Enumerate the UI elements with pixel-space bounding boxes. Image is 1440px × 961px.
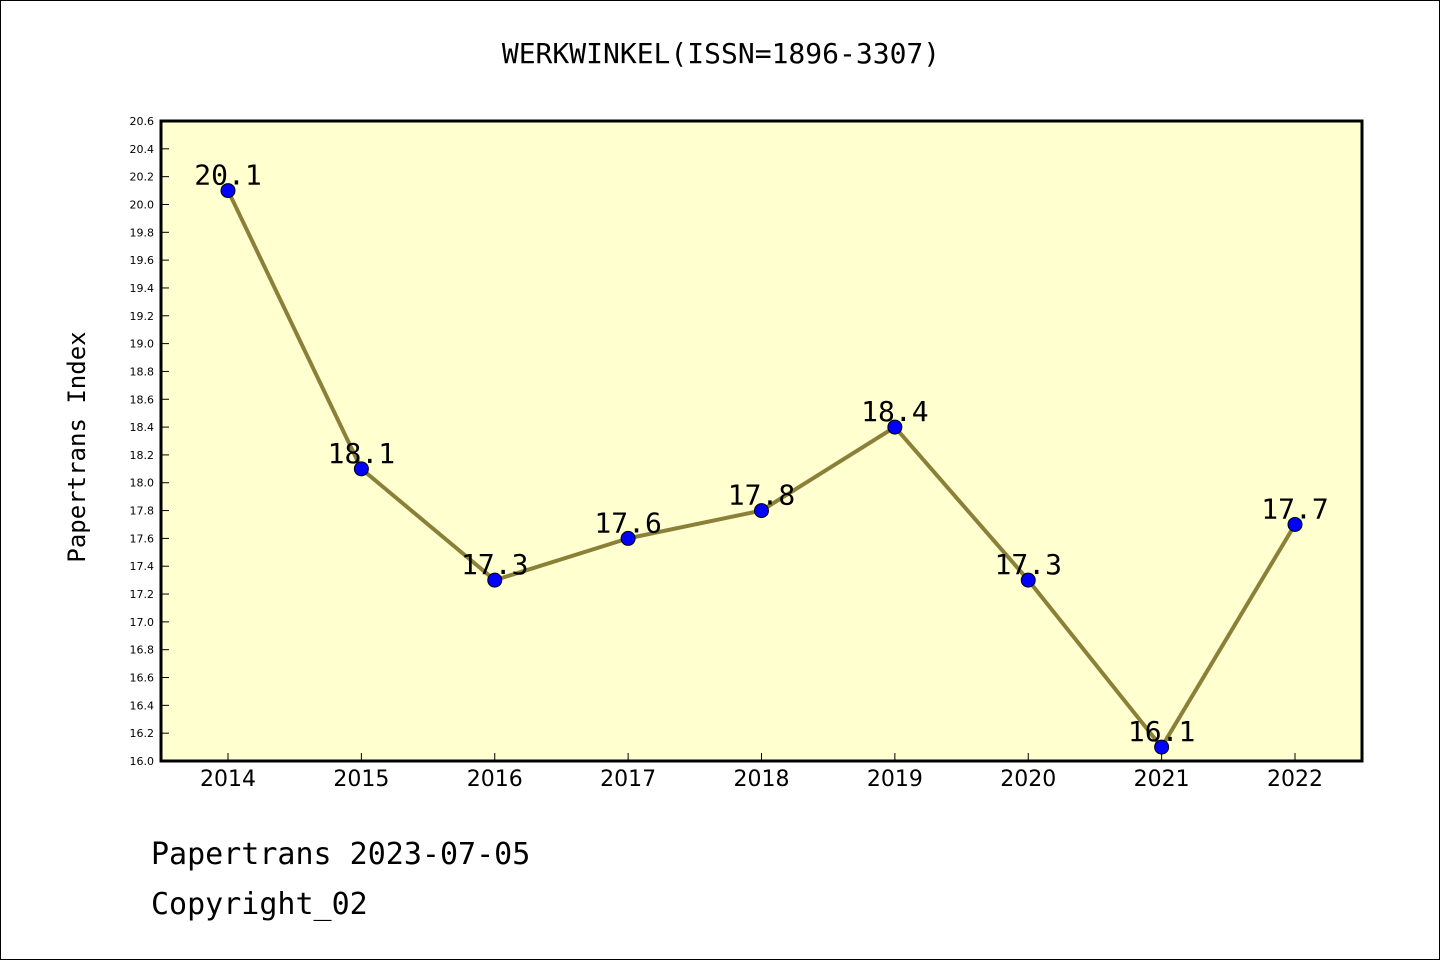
x-tick-label: 2021 xyxy=(1134,767,1190,792)
data-point xyxy=(1020,572,1036,588)
y-tick-label: 18.4 xyxy=(130,421,155,434)
x-tick-label: 2018 xyxy=(734,767,790,792)
y-tick-label: 18.2 xyxy=(130,449,155,462)
data-label: 18.4 xyxy=(861,395,928,428)
data-label: 17.7 xyxy=(1261,492,1328,525)
y-tick-label: 20.6 xyxy=(130,115,155,128)
data-label: 17.3 xyxy=(461,548,528,581)
plot-frame xyxy=(159,119,1364,763)
y-tick-label: 19.2 xyxy=(130,310,155,323)
y-tick-label: 16.6 xyxy=(130,672,155,685)
data-point xyxy=(487,572,503,588)
data-point xyxy=(1287,516,1303,532)
data-point xyxy=(754,503,769,519)
x-axis: 2014 2015 2016 2017 2018 2019 2020 2021 2022 xyxy=(200,753,1323,792)
x-tick-label: 2016 xyxy=(467,767,523,792)
y-tick-label: 17.4 xyxy=(130,560,155,573)
data-label: 18.1 xyxy=(328,437,395,470)
x-tick-label: 2020 xyxy=(1000,767,1056,792)
y-tick-label: 16.4 xyxy=(130,699,155,712)
y-tick-label: 18.0 xyxy=(130,477,155,490)
data-label: 17.6 xyxy=(594,506,661,539)
series-group: 20.1 18.1 17.3 17.6 17.8 18.4 17.3 16.1 17.7 xyxy=(194,159,1329,755)
y-tick-label: 19.8 xyxy=(130,226,155,239)
y-tick-label: 17.2 xyxy=(130,588,155,601)
data-point xyxy=(220,183,236,199)
y-tick-label: 16.8 xyxy=(130,644,155,657)
y-tick-label: 17.8 xyxy=(130,505,155,518)
y-tick-label: 20.4 xyxy=(130,143,155,156)
data-label: 17.8 xyxy=(728,479,795,512)
y-tick-label: 16.2 xyxy=(130,727,155,740)
y-tick-label: 19.0 xyxy=(130,338,155,351)
y-axis: 16.0 16.2 16.4 16.6 16.8 17.0 17.2 17.4 17.6 17.8… xyxy=(130,115,169,768)
x-tick-label: 2014 xyxy=(200,767,256,792)
y-tick-label: 16.0 xyxy=(130,755,155,768)
data-point xyxy=(1154,739,1170,755)
footer-copyright: Copyright_02 xyxy=(151,887,368,922)
data-point xyxy=(887,419,903,435)
data-label: 16.1 xyxy=(1128,715,1195,748)
y-tick-label: 19.6 xyxy=(130,254,155,267)
y-tick-label: 20.0 xyxy=(130,198,155,211)
data-point xyxy=(620,530,636,546)
plot-area xyxy=(161,121,1362,761)
chart-title: WERKWINKEL(ISSN=1896-3307) xyxy=(501,37,941,70)
y-tick-label: 18.8 xyxy=(130,365,155,378)
data-label: 17.3 xyxy=(995,548,1062,581)
y-tick-label: 17.6 xyxy=(130,532,155,545)
x-tick-label: 2017 xyxy=(600,767,656,792)
footer-source: Papertrans 2023-07-05 xyxy=(151,837,531,872)
y-tick-label: 18.6 xyxy=(130,393,155,406)
y-tick-label: 20.2 xyxy=(130,171,155,184)
data-label: 20.1 xyxy=(194,159,261,192)
data-point xyxy=(353,461,369,477)
x-tick-label: 2022 xyxy=(1267,767,1323,792)
x-tick-label: 2015 xyxy=(333,767,389,792)
x-tick-label: 2019 xyxy=(867,767,923,792)
y-tick-label: 17.0 xyxy=(130,616,155,629)
y-tick-label: 19.4 xyxy=(130,282,155,295)
